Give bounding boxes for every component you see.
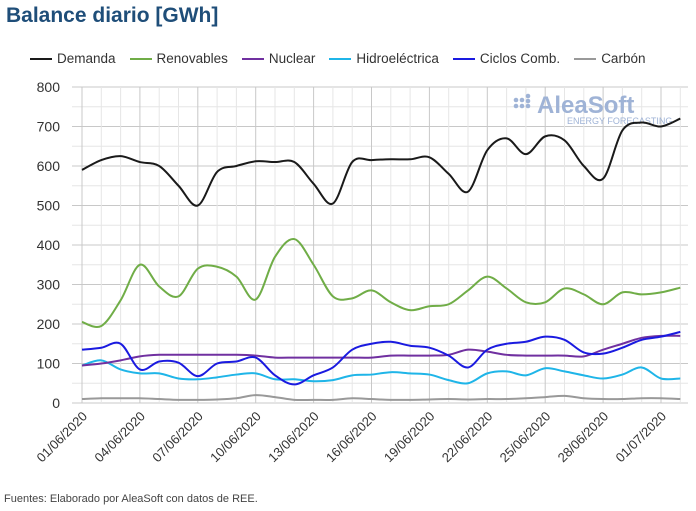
series-line-carb-n (81, 394, 681, 402)
legend-item: Renovables (129, 51, 228, 66)
legend-item: Hidroeléctrica (329, 51, 439, 66)
logo-dot (525, 93, 531, 99)
x-tick-label: 28/06/2020 (555, 409, 612, 466)
source-footer: Fuentes: Elaborado por AleaSoft con dato… (4, 493, 258, 505)
y-tick-label: 200 (37, 316, 61, 332)
y-tick-label: 800 (37, 79, 61, 95)
x-tick-label: 19/06/2020 (381, 409, 438, 466)
legend-item: Demanda (30, 51, 116, 66)
legend-swatch (329, 57, 352, 60)
y-tick-label: 700 (37, 119, 61, 135)
legend-item: Ciclos Comb. (452, 51, 561, 66)
x-tick-label: 22/06/2020 (439, 409, 496, 466)
legend-label: Ciclos Comb. (479, 51, 561, 66)
legend-item: Carbón (574, 51, 645, 66)
legend-label: Demanda (57, 51, 116, 66)
logo-dot (519, 97, 525, 103)
y-tick-label: 500 (37, 198, 61, 214)
x-tick-label: 01/07/2020 (612, 409, 669, 466)
series-line-demanda (81, 117, 681, 207)
x-tick-label: 07/06/2020 (149, 409, 206, 466)
legend-swatch (30, 57, 52, 60)
legend-label: Hidroeléctrica (356, 51, 439, 66)
y-tick-label: 300 (37, 277, 61, 293)
x-tick-label: 10/06/2020 (207, 409, 264, 466)
logo-dot (525, 98, 531, 104)
legend-swatch (129, 57, 152, 60)
x-tick-label: 25/06/2020 (497, 409, 554, 466)
logo-tagline: ENERGY FORECASTING (567, 116, 672, 126)
legend: Demanda Renovables Nuclear Hidroeléctrica Ci… (30, 51, 645, 66)
series-line-renovables (81, 238, 681, 328)
y-tick-label: 100 (37, 356, 61, 372)
logo-dot (525, 103, 531, 109)
legend-swatch (452, 57, 475, 60)
legend-label: Renovables (156, 51, 228, 66)
series-line-ciclos-comb- (81, 330, 681, 386)
logo-dot (513, 103, 519, 109)
x-tick-label: 01/06/2020 (33, 409, 90, 466)
logo-dot (519, 103, 525, 109)
legend-label: Nuclear (268, 51, 316, 66)
logo-wordmark: AleaSoft (537, 92, 634, 119)
x-tick-label: 16/06/2020 (323, 409, 380, 466)
legend-swatch (574, 57, 597, 60)
series-line-hidroel-ctrica (81, 359, 681, 385)
x-tick-label: 04/06/2020 (91, 409, 148, 466)
legend-label: Carbón (601, 51, 646, 66)
chart-title: Balance diario [GWh] (6, 4, 219, 27)
y-tick-label: 400 (37, 237, 61, 253)
series-line-nuclear (81, 334, 681, 367)
logo-dot (513, 97, 519, 103)
y-tick-label: 600 (37, 158, 61, 174)
legend-swatch (241, 57, 264, 60)
x-tick-label: 13/06/2020 (265, 409, 322, 466)
legend-item: Nuclear (241, 51, 316, 66)
y-tick-label: 0 (52, 395, 60, 411)
